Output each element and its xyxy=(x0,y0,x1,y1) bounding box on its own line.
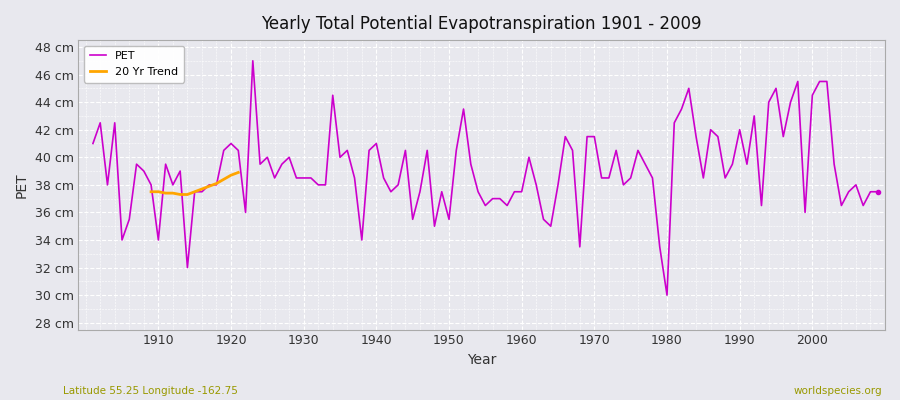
Line: 20 Yr Trend: 20 Yr Trend xyxy=(151,172,238,194)
20 Yr Trend xyxy=(160,191,171,196)
20 Yr Trend xyxy=(226,173,237,178)
X-axis label: Year: Year xyxy=(467,353,497,367)
Text: worldspecies.org: worldspecies.org xyxy=(794,386,882,396)
PET xyxy=(87,141,98,146)
20 Yr Trend xyxy=(167,191,178,196)
20 Yr Trend xyxy=(212,181,222,186)
PET xyxy=(313,182,324,187)
20 Yr Trend xyxy=(196,186,207,191)
20 Yr Trend xyxy=(203,184,214,189)
PET xyxy=(662,293,672,298)
Legend: PET, 20 Yr Trend: PET, 20 Yr Trend xyxy=(84,46,184,82)
20 Yr Trend xyxy=(219,177,230,182)
20 Yr Trend xyxy=(153,189,164,194)
Y-axis label: PET: PET xyxy=(15,172,29,198)
20 Yr Trend xyxy=(189,189,200,194)
PET xyxy=(356,238,367,242)
20 Yr Trend xyxy=(175,192,185,197)
PET xyxy=(517,189,527,194)
PET xyxy=(146,182,157,187)
Title: Yearly Total Potential Evapotranspiration 1901 - 2009: Yearly Total Potential Evapotranspiratio… xyxy=(262,15,702,33)
Line: PET: PET xyxy=(93,61,878,295)
20 Yr Trend xyxy=(146,189,157,194)
PET xyxy=(248,58,258,63)
Text: Latitude 55.25 Longitude -162.75: Latitude 55.25 Longitude -162.75 xyxy=(63,386,238,396)
PET xyxy=(611,148,622,153)
20 Yr Trend xyxy=(233,170,244,175)
PET xyxy=(524,155,535,160)
PET xyxy=(872,189,883,194)
20 Yr Trend xyxy=(182,192,193,197)
